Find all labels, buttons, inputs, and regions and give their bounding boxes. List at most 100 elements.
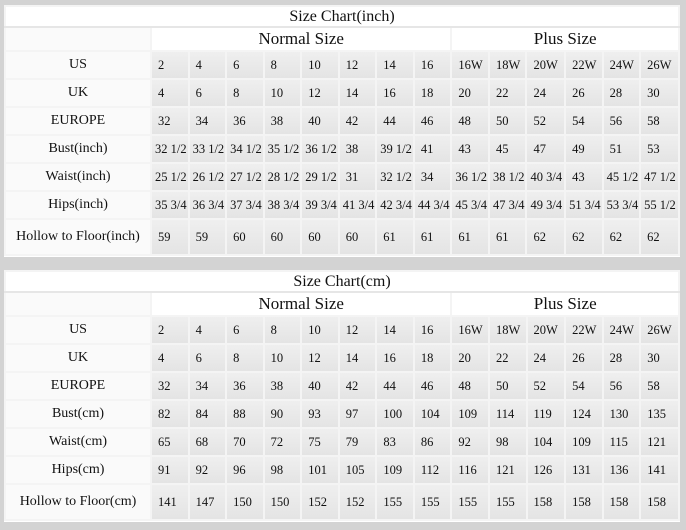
plus-size-header: Plus Size: [450, 26, 680, 52]
size-cell: 32 1/2: [375, 162, 415, 192]
row-label: Hips(inch): [3, 190, 153, 220]
size-cell: 30: [639, 78, 680, 108]
size-cell: 98: [262, 455, 303, 485]
size-cell: 51: [601, 134, 642, 164]
size-cell: 90: [262, 399, 303, 429]
size-cell: 60: [262, 218, 303, 256]
size-cell: 82: [150, 399, 190, 429]
size-cell: 30: [639, 343, 680, 373]
size-cell: 20: [450, 343, 490, 373]
size-cell: 136: [601, 455, 642, 485]
size-cell: 10: [300, 315, 340, 345]
size-cell: 32: [150, 371, 190, 401]
size-table: Size Chart(inch) Normal Size Plus Size US 2 4…: [3, 5, 680, 256]
size-cell: 55 1/2: [639, 190, 680, 220]
size-cell: 38: [337, 134, 378, 164]
size-cell: 61: [412, 218, 453, 256]
size-cell: 34: [187, 371, 228, 401]
size-cell: 109: [450, 399, 490, 429]
size-cell: 104: [525, 427, 567, 457]
size-cell: 28: [601, 78, 642, 108]
size-cell: 150: [225, 483, 265, 521]
size-cell: 38 3/4: [262, 190, 303, 220]
size-cell: 48: [450, 106, 490, 136]
size-cell: 40: [300, 371, 340, 401]
size-cell: 37 3/4: [225, 190, 265, 220]
size-cell: 35 1/2: [262, 134, 303, 164]
size-cell: 6: [225, 50, 265, 80]
size-cell: 97: [337, 399, 378, 429]
size-cell: 54: [564, 371, 604, 401]
table-row: EUROPE 32 34 36 38 40 42 44 46 48 50 52 54 56 58: [3, 106, 680, 136]
size-cell: 62: [639, 218, 680, 256]
size-cell: 44: [375, 371, 415, 401]
table-row: US 2 4 6 8 10 12 14 16 16W 18W 20W 22W 24W 26W: [3, 50, 680, 80]
size-cell: 34: [412, 162, 453, 192]
size-cell: 114: [487, 399, 528, 429]
table-row: Bust(inch) 32 1/2 33 1/2 34 1/2 35 1/2 36 1/2…: [3, 134, 680, 164]
size-cell: 59: [150, 218, 190, 256]
size-cell: 56: [601, 106, 642, 136]
size-cell: 41 3/4: [337, 190, 378, 220]
size-cell: 16: [412, 315, 453, 345]
size-cell: 18: [412, 343, 453, 373]
size-cell: 60: [337, 218, 378, 256]
size-cell: 49 3/4: [525, 190, 567, 220]
size-cell: 43: [450, 134, 490, 164]
size-cell: 26: [564, 343, 604, 373]
size-cell: 75: [300, 427, 340, 457]
size-cell: 70: [225, 427, 265, 457]
chart-title: Size Chart(cm): [4, 270, 680, 293]
table-row: EUROPE 32 34 36 38 40 42 44 46 48 50 52 54 56 58: [3, 371, 680, 401]
size-cell: 41: [412, 134, 453, 164]
size-cell: 14: [375, 50, 415, 80]
size-cell: 38 1/2: [487, 162, 528, 192]
size-cell: 29 1/2: [300, 162, 340, 192]
size-cell: 49: [564, 134, 604, 164]
size-cell: 141: [150, 483, 190, 521]
size-cell: 36: [225, 106, 265, 136]
size-cell: 16: [375, 343, 415, 373]
table-row: UK 4 6 8 10 12 14 16 18 20 22 24 26 28 30: [3, 343, 680, 373]
size-cell: 24: [525, 78, 567, 108]
size-cell: 14: [375, 315, 415, 345]
size-cell: 40 3/4: [525, 162, 567, 192]
size-cell: 8: [225, 343, 265, 373]
size-cell: 58: [639, 371, 680, 401]
size-cell: 96: [225, 455, 265, 485]
size-cell: 42: [337, 106, 378, 136]
size-cell: 98: [487, 427, 528, 457]
size-cell: 45: [487, 134, 528, 164]
size-cell: 126: [525, 455, 567, 485]
size-cell: 61: [375, 218, 415, 256]
size-cell: 6: [187, 343, 228, 373]
table-row: Bust(cm) 82 84 88 90 93 97 100 104 109 114 119 124 13…: [3, 399, 680, 429]
size-chart-cm: Size Chart(cm) Normal Size Plus Size US 2 4 6 8…: [3, 270, 680, 522]
table-row: Hips(inch) 35 3/4 36 3/4 37 3/4 38 3/4 39 3/4…: [3, 190, 680, 220]
size-cell: 61: [450, 218, 490, 256]
size-cell: 130: [601, 399, 642, 429]
size-cell: 28 1/2: [262, 162, 303, 192]
size-cell: 8: [262, 50, 303, 80]
size-cell: 26W: [639, 315, 680, 345]
size-cell: 45 3/4: [450, 190, 490, 220]
size-cell: 22W: [564, 50, 604, 80]
size-cell: 28: [601, 343, 642, 373]
size-cell: 158: [564, 483, 604, 521]
size-cell: 62: [601, 218, 642, 256]
size-cell: 24: [525, 343, 567, 373]
size-cell: 147: [187, 483, 228, 521]
size-cell: 100: [375, 399, 415, 429]
size-cell: 61: [487, 218, 528, 256]
size-cell: 150: [262, 483, 303, 521]
size-cell: 4: [187, 315, 228, 345]
size-cell: 101: [300, 455, 340, 485]
row-label: Bust(inch): [3, 134, 153, 164]
size-cell: 6: [187, 78, 228, 108]
size-cell: 112: [412, 455, 453, 485]
size-cell: 26 1/2: [187, 162, 228, 192]
size-cell: 14: [337, 78, 378, 108]
size-cell: 4: [150, 343, 190, 373]
size-cell: 43: [564, 162, 604, 192]
size-cell: 46: [412, 106, 453, 136]
